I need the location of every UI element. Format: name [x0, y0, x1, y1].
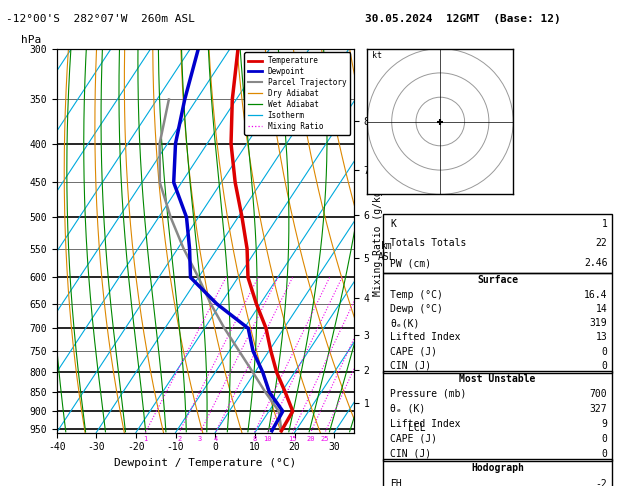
X-axis label: Dewpoint / Temperature (°C): Dewpoint / Temperature (°C) [114, 458, 296, 468]
Text: 9: 9 [601, 419, 608, 429]
Text: 0: 0 [601, 449, 608, 459]
Text: 15: 15 [288, 436, 297, 442]
Text: 2: 2 [177, 436, 181, 442]
Text: Lifted Index: Lifted Index [391, 419, 461, 429]
Text: 4: 4 [213, 436, 218, 442]
Bar [383, 214, 612, 273]
Text: 14: 14 [596, 304, 608, 314]
Text: Totals Totals: Totals Totals [391, 239, 467, 248]
Text: θₑ (K): θₑ (K) [391, 404, 426, 414]
Text: θₑ(K): θₑ(K) [391, 318, 420, 328]
Text: 0: 0 [601, 434, 608, 444]
Text: 16.4: 16.4 [584, 290, 608, 299]
Text: Dewp (°C): Dewp (°C) [391, 304, 443, 314]
Text: K: K [391, 219, 396, 228]
Text: LCL: LCL [408, 423, 425, 434]
Text: hPa: hPa [21, 35, 41, 45]
Text: CIN (J): CIN (J) [391, 361, 431, 371]
Text: 25: 25 [321, 436, 329, 442]
Text: 700: 700 [590, 389, 608, 399]
Text: 30.05.2024  12GMT  (Base: 12): 30.05.2024 12GMT (Base: 12) [365, 14, 560, 24]
Text: CAPE (J): CAPE (J) [391, 434, 437, 444]
Text: Surface: Surface [477, 276, 518, 285]
Text: 0: 0 [601, 361, 608, 371]
Text: PW (cm): PW (cm) [391, 258, 431, 268]
Text: 1: 1 [601, 219, 608, 228]
Text: 22: 22 [596, 239, 608, 248]
Text: 20: 20 [306, 436, 315, 442]
Text: Pressure (mb): Pressure (mb) [391, 389, 467, 399]
Text: 2.46: 2.46 [584, 258, 608, 268]
Text: Mixing Ratio (g/kg): Mixing Ratio (g/kg) [373, 185, 383, 296]
Y-axis label: km
ASL: km ASL [377, 241, 395, 262]
Text: 3: 3 [198, 436, 202, 442]
Text: kt: kt [372, 52, 382, 60]
Text: 327: 327 [590, 404, 608, 414]
Text: CIN (J): CIN (J) [391, 449, 431, 459]
Bar [383, 459, 612, 486]
Text: 0: 0 [601, 347, 608, 357]
Text: 1: 1 [143, 436, 148, 442]
Text: 8: 8 [252, 436, 257, 442]
Bar [383, 371, 612, 461]
Legend: Temperature, Dewpoint, Parcel Trajectory, Dry Adiabat, Wet Adiabat, Isotherm, Mi: Temperature, Dewpoint, Parcel Trajectory… [244, 52, 350, 135]
Text: -12°00'S  282°07'W  260m ASL: -12°00'S 282°07'W 260m ASL [6, 14, 195, 24]
Text: -2: -2 [596, 479, 608, 486]
Text: 319: 319 [590, 318, 608, 328]
Text: Hodograph: Hodograph [471, 463, 524, 473]
Text: Lifted Index: Lifted Index [391, 332, 461, 342]
Bar [383, 273, 612, 373]
Text: CAPE (J): CAPE (J) [391, 347, 437, 357]
Text: Temp (°C): Temp (°C) [391, 290, 443, 299]
Text: EH: EH [391, 479, 402, 486]
Text: Most Unstable: Most Unstable [459, 374, 536, 383]
Text: 10: 10 [264, 436, 272, 442]
Text: 13: 13 [596, 332, 608, 342]
